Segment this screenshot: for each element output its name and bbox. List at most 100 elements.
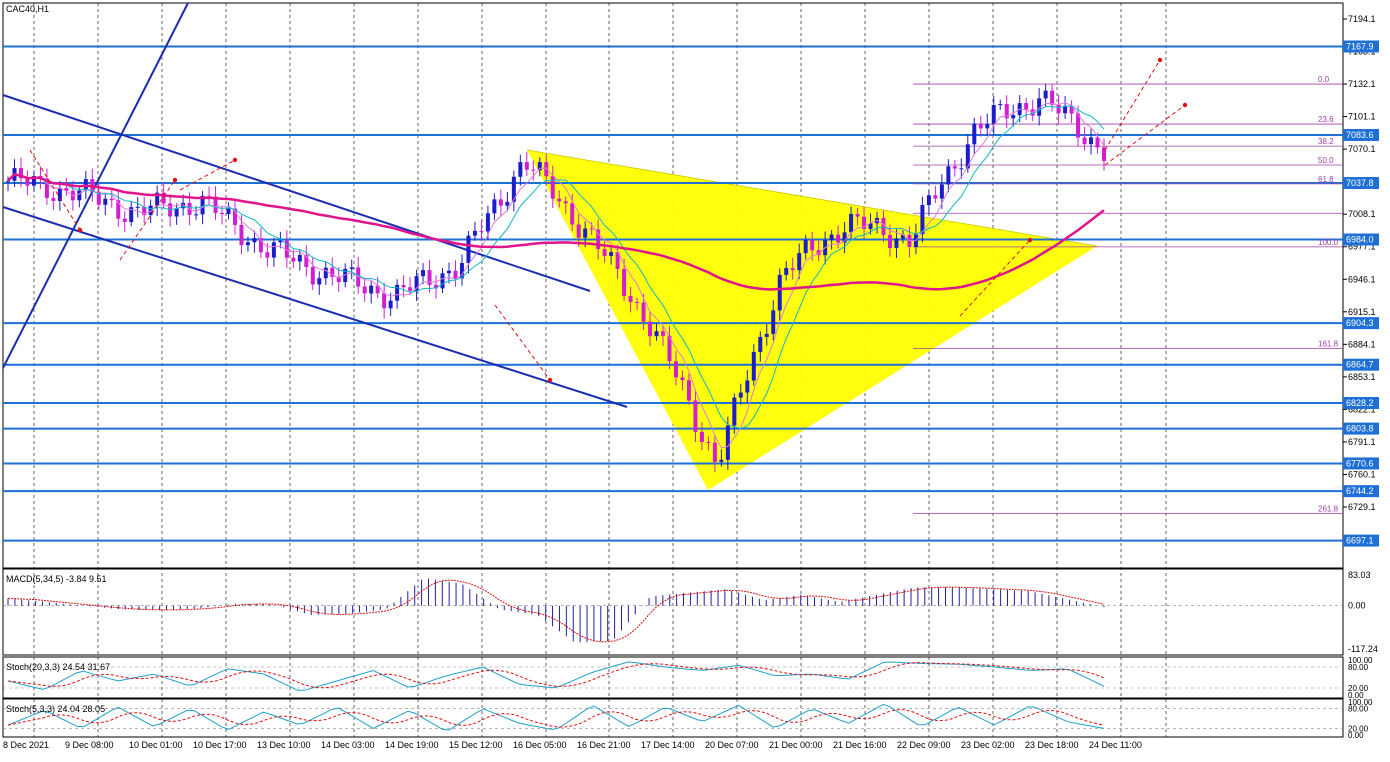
candle-body [511,176,516,202]
candle-body [1063,105,1068,114]
candle-body [959,168,964,170]
candle-body [583,228,588,238]
candle-body [1043,90,1048,99]
candle-body [952,166,957,169]
candle-body [784,268,789,275]
arrow-head [77,227,83,233]
fib-level-label: 61.8 [1318,175,1334,184]
time-tick-label: 10 Dec 17:00 [193,740,247,750]
candle-body [654,331,659,337]
time-tick-label: 14 Dec 03:00 [321,740,375,750]
level-price-tag-label: 6744.2 [1346,486,1374,496]
candle-body [356,267,361,287]
time-tick-label: 15 Dec 12:00 [449,740,503,750]
candle-body [122,218,127,223]
candle-body [946,166,951,185]
level-price-tag-label: 6803.8 [1346,424,1374,434]
stoch1-axis-label: 80.00 [1348,663,1369,672]
candle-body [563,201,568,204]
candle-body [641,302,646,322]
candle-body [1082,137,1087,145]
candle-body [1037,98,1042,116]
projection-arrow [29,149,81,231]
candle-body [1095,137,1100,148]
macd-signal-line [7,579,1105,643]
candle-body [440,273,445,289]
candle-body [745,380,750,393]
projection-arrow [179,159,236,191]
price-tick-label: 6977.1 [1348,242,1376,252]
level-price-tag-label: 6828.2 [1346,398,1374,408]
stoch2-axis-label: 20.00 [1348,724,1369,733]
price-tick-label: 6822.1 [1348,404,1376,414]
candle-body [596,229,601,250]
candle-body [609,252,614,256]
candle-body [388,300,393,309]
price-tick-label: 7070.1 [1348,144,1376,154]
candle-body [602,249,607,256]
candle-body [6,180,10,182]
stoch1-axis-label: 100.00 [1348,656,1373,665]
candle-body [161,192,166,204]
price-tick-label: 7101.1 [1348,112,1376,122]
candle-body [213,196,218,213]
time-tick-label: 14 Dec 19:00 [385,740,439,750]
price-tick-label: 6946.1 [1348,274,1376,284]
candle-body [421,270,426,277]
candle-body [18,168,23,179]
candle-body [615,252,620,270]
stoch2-main-line [7,703,1105,731]
time-tick-label: 16 Dec 21:00 [577,740,631,750]
level-price-tag-label: 6904.3 [1346,318,1374,328]
level-price-tag-label: 7037.8 [1346,178,1374,188]
candle-body [836,234,841,243]
candle-body [550,176,555,199]
candle-body [148,205,153,216]
candle-body [408,287,413,291]
candle-body [434,284,439,289]
price-tick-label: 6853.1 [1348,372,1376,382]
candle-body [492,199,497,214]
candle-body [44,178,49,199]
candle-body [648,321,653,337]
time-tick-label: 16 Dec 05:00 [513,740,567,750]
candle-body [849,213,854,233]
candle-body [972,123,977,145]
candle-body [362,286,367,294]
level-price-tag [1343,128,1379,141]
candle-body [297,254,302,262]
price-tick-label: 6884.1 [1348,339,1376,349]
candle-body [622,269,627,296]
arrow-head [547,377,553,383]
candle-body [635,301,640,303]
price-tick-label: 6729.1 [1348,502,1376,512]
projection-arrow [959,239,1031,317]
arrow-head [1027,237,1033,243]
triangle-edge [526,149,1098,247]
candle-body [64,188,69,191]
candle-body [479,230,484,232]
stoch2-axis-label: 0.00 [1348,731,1364,740]
level-price-tag [1343,358,1379,371]
candle-body [862,216,867,229]
candle-body [472,230,477,236]
candle-body [570,203,575,225]
candle-body [1050,90,1055,105]
candle-body [777,274,782,311]
candle-body [926,195,931,206]
candle-body [797,253,802,271]
level-price-tag [1343,485,1379,498]
candle-body [239,224,244,246]
macd-label: MACD(5,34,5) -3.84 9.51 [6,574,107,584]
candle-body [1056,104,1061,114]
price-tick-label: 6915.1 [1348,307,1376,317]
candle-body [518,162,523,177]
candle-body [232,208,237,225]
time-tick-label: 23 Dec 18:00 [1025,740,1079,750]
level-price-tag [1343,233,1379,246]
time-tick-label: 13 Dec 10:00 [257,740,311,750]
level-price-tag [1343,457,1379,470]
candle-body [881,217,886,236]
